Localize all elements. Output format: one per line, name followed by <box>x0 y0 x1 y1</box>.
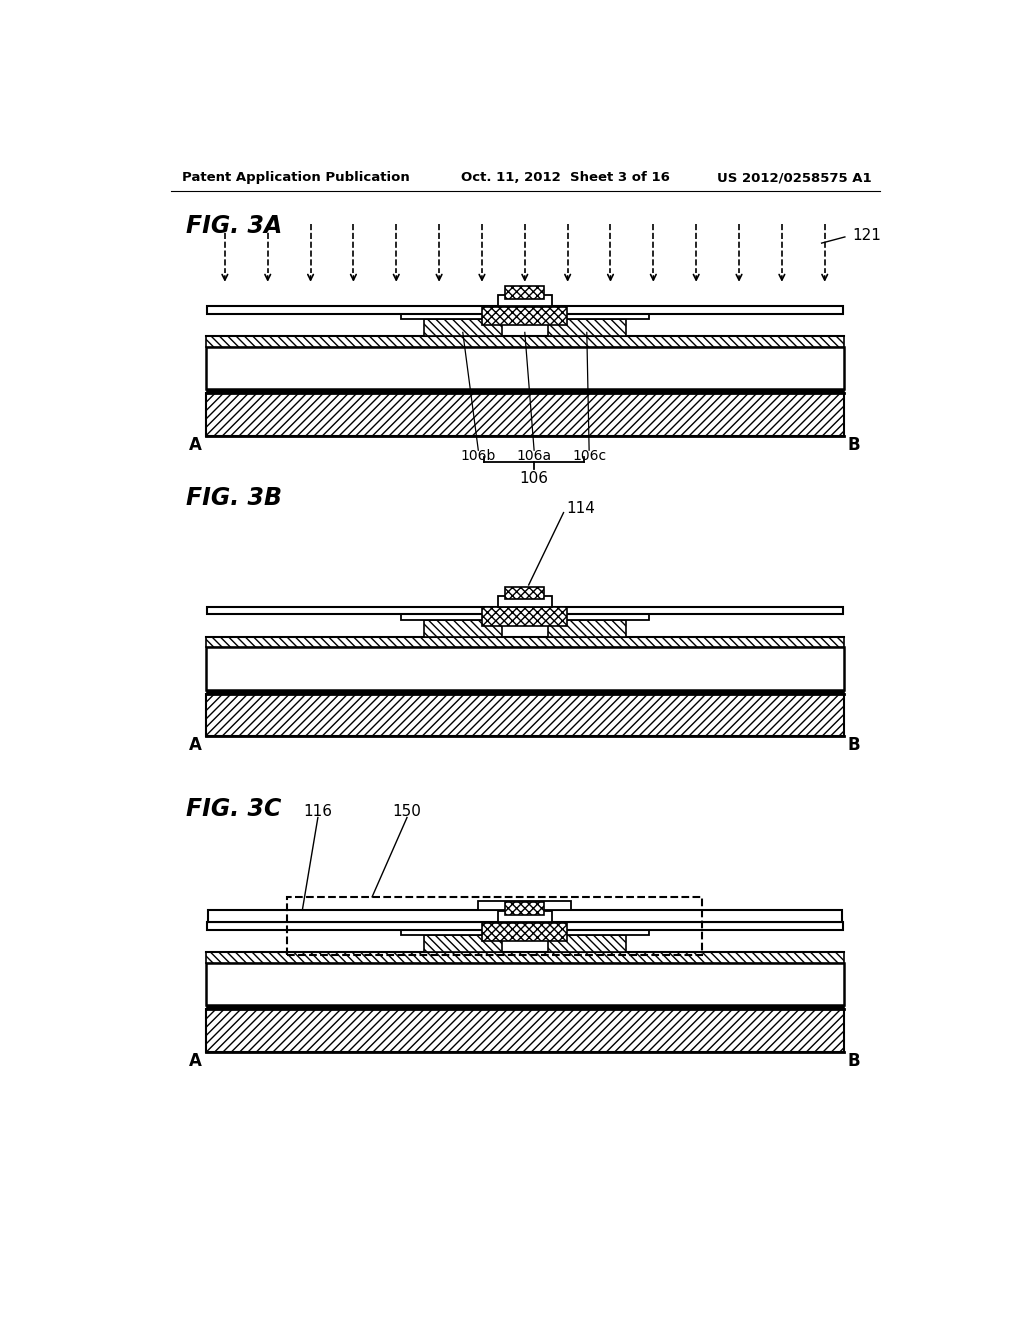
Bar <box>498 595 552 607</box>
Bar <box>548 936 626 952</box>
Bar <box>207 923 843 929</box>
Text: 106c: 106c <box>572 449 606 463</box>
Text: A: A <box>188 1052 202 1069</box>
Bar <box>482 607 567 626</box>
Bar <box>206 636 844 647</box>
Bar <box>206 689 844 693</box>
Text: 121: 121 <box>853 228 882 243</box>
Bar <box>482 308 567 326</box>
Text: 116: 116 <box>303 804 333 818</box>
Bar <box>400 612 649 619</box>
Text: A: A <box>188 737 202 754</box>
Bar <box>548 319 626 337</box>
Bar <box>424 619 502 636</box>
Bar <box>206 693 844 737</box>
Bar <box>506 586 544 599</box>
Bar <box>478 900 571 909</box>
Bar <box>498 296 552 306</box>
Bar <box>287 896 701 954</box>
Text: US 2012/0258575 A1: US 2012/0258575 A1 <box>718 172 872 185</box>
Text: 150: 150 <box>392 804 422 818</box>
Text: A: A <box>188 436 202 454</box>
Text: B: B <box>848 1052 860 1069</box>
Bar <box>206 1010 844 1052</box>
Bar <box>206 337 844 347</box>
Bar <box>206 964 844 1006</box>
Bar <box>424 319 502 337</box>
Bar <box>424 936 502 952</box>
Text: 106b: 106b <box>461 449 496 463</box>
Bar <box>206 347 844 389</box>
Bar <box>206 647 844 689</box>
Bar <box>207 607 843 614</box>
Text: 106: 106 <box>519 471 549 486</box>
Bar <box>208 909 842 923</box>
Bar <box>482 923 567 941</box>
Bar <box>206 1006 844 1010</box>
Text: B: B <box>848 737 860 754</box>
Text: Oct. 11, 2012  Sheet 3 of 16: Oct. 11, 2012 Sheet 3 of 16 <box>461 172 670 185</box>
Bar <box>506 903 544 915</box>
Bar <box>400 928 649 936</box>
Bar <box>498 911 552 923</box>
Text: B: B <box>848 436 860 454</box>
Text: 106a: 106a <box>516 449 552 463</box>
Text: Patent Application Publication: Patent Application Publication <box>182 172 410 185</box>
Text: 114: 114 <box>566 502 595 516</box>
Bar <box>400 312 649 319</box>
Bar <box>548 619 626 636</box>
Bar <box>506 286 544 298</box>
Text: FIG. 3C: FIG. 3C <box>186 797 282 821</box>
Text: FIG. 3A: FIG. 3A <box>186 214 283 238</box>
Bar <box>206 952 844 964</box>
Text: FIG. 3B: FIG. 3B <box>186 486 283 510</box>
Bar <box>206 393 844 436</box>
Bar <box>207 306 843 314</box>
Bar <box>206 389 844 393</box>
